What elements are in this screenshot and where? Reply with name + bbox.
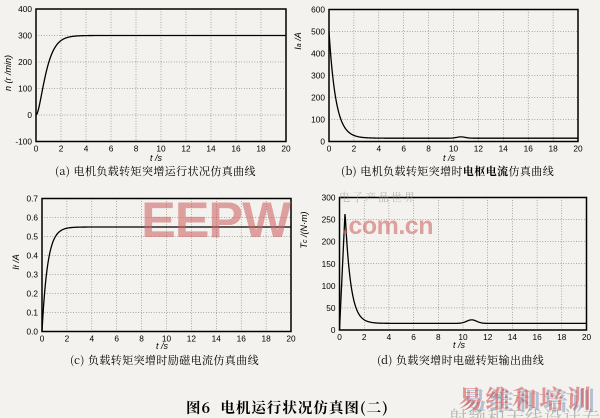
svg-text:16: 16 <box>532 332 542 342</box>
svg-text:200: 200 <box>18 57 32 67</box>
svg-text:14: 14 <box>499 144 509 154</box>
svg-text:20: 20 <box>281 144 291 154</box>
svg-text:0.7: 0.7 <box>26 194 38 204</box>
svg-text:2: 2 <box>65 334 70 344</box>
svg-text:200: 200 <box>311 93 325 103</box>
svg-text:0.3: 0.3 <box>26 270 38 280</box>
svg-text:0: 0 <box>34 144 39 154</box>
svg-text:2: 2 <box>59 144 64 154</box>
svg-text:0: 0 <box>40 334 45 344</box>
svg-text:10: 10 <box>156 144 166 154</box>
svg-text:12: 12 <box>187 334 197 344</box>
svg-text:0: 0 <box>331 325 336 335</box>
svg-text:0: 0 <box>27 110 32 120</box>
svg-text:300: 300 <box>311 71 325 81</box>
svg-text:4: 4 <box>84 144 89 154</box>
svg-text:18: 18 <box>256 144 266 154</box>
svg-text:8: 8 <box>426 144 431 154</box>
svg-text:2: 2 <box>352 144 357 154</box>
svg-text:8: 8 <box>139 334 144 344</box>
svg-text:0.6: 0.6 <box>26 213 38 223</box>
svg-text:2: 2 <box>362 332 367 342</box>
svg-text:150: 150 <box>322 259 336 269</box>
svg-text:400: 400 <box>311 49 325 59</box>
svg-text:0.0: 0.0 <box>26 327 38 337</box>
svg-text:18: 18 <box>548 144 558 154</box>
svg-text:50: 50 <box>326 303 336 313</box>
svg-text:300: 300 <box>322 193 336 203</box>
svg-text:4: 4 <box>376 144 381 154</box>
svg-text:8: 8 <box>134 144 139 154</box>
svg-text:0: 0 <box>327 144 332 154</box>
svg-text:18: 18 <box>261 334 271 344</box>
svg-text:20: 20 <box>573 144 583 154</box>
svg-text:20: 20 <box>286 334 296 344</box>
svg-text:12: 12 <box>181 144 191 154</box>
svg-text:12: 12 <box>483 332 493 342</box>
svg-text:500: 500 <box>311 27 325 37</box>
svg-text:6: 6 <box>109 144 114 154</box>
svg-text:-100: -100 <box>15 137 32 147</box>
svg-text:8: 8 <box>436 332 441 342</box>
svg-text:4: 4 <box>89 334 94 344</box>
svg-text:100: 100 <box>18 84 32 94</box>
svg-text:6: 6 <box>401 144 406 154</box>
svg-text:250: 250 <box>322 215 336 225</box>
svg-text:600: 600 <box>311 5 325 15</box>
svg-text:16: 16 <box>231 144 241 154</box>
svg-text:16: 16 <box>237 334 247 344</box>
svg-text:16: 16 <box>524 144 534 154</box>
svg-text:0: 0 <box>337 332 342 342</box>
svg-text:6: 6 <box>114 334 119 344</box>
svg-text:4: 4 <box>387 332 392 342</box>
svg-text:400: 400 <box>18 4 32 14</box>
svg-text:0.5: 0.5 <box>26 232 38 242</box>
svg-text:14: 14 <box>212 334 222 344</box>
svg-text:0: 0 <box>320 137 325 147</box>
svg-text:12: 12 <box>474 144 484 154</box>
svg-text:6: 6 <box>411 332 416 342</box>
svg-text:10: 10 <box>449 144 459 154</box>
svg-text:0.4: 0.4 <box>26 251 38 261</box>
svg-text:14: 14 <box>206 144 216 154</box>
svg-text:200: 200 <box>322 237 336 247</box>
svg-text:0.2: 0.2 <box>26 289 38 299</box>
svg-text:300: 300 <box>18 31 32 41</box>
svg-text:20: 20 <box>582 332 592 342</box>
svg-text:100: 100 <box>311 115 325 125</box>
svg-text:0.1: 0.1 <box>26 308 38 318</box>
svg-text:18: 18 <box>557 332 567 342</box>
svg-text:14: 14 <box>508 332 518 342</box>
svg-text:100: 100 <box>322 281 336 291</box>
